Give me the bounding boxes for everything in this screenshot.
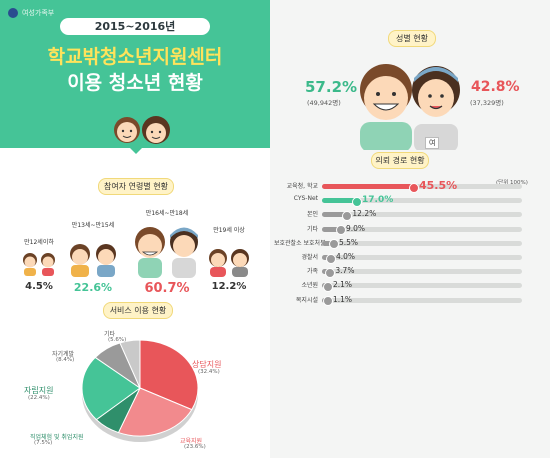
service-pill: 서비스 이용 현황 (103, 302, 173, 319)
pie-slice (117, 387, 193, 437)
page-title: 학교밖청소년지원센터 (47, 46, 223, 68)
route-bar (322, 240, 333, 246)
route-category-label: 기타 (306, 225, 318, 233)
route-bar-end-dot (325, 267, 336, 278)
pie-percent-label: (23.6%) (184, 444, 206, 450)
route-bar (322, 184, 413, 189)
female-tag: 여 (425, 137, 440, 149)
route-category-label: 소년원 (301, 282, 318, 290)
route-bar (322, 212, 347, 218)
route-bar-end-dot (336, 225, 346, 236)
route-category-label: 가족 (306, 268, 318, 276)
route-value-label: 9.0% (346, 223, 366, 233)
service-pie-chart (81, 339, 199, 442)
female-percent: 42.8% (471, 79, 520, 95)
pie-category-label: 기타 (104, 331, 116, 338)
age-group-percent: 4.5% (25, 281, 53, 292)
header-kids-illustration (114, 116, 170, 144)
route-bar-track (322, 283, 522, 289)
pie-category-label: 자기계발 (52, 351, 75, 358)
route-bar-end-dot (409, 182, 419, 193)
ministry-logo-icon (8, 8, 18, 18)
route-value-label: 17.0% (362, 195, 394, 206)
route-pill: 의뢰 경로 현황 (371, 152, 429, 169)
route-bar-track (322, 240, 522, 246)
route-bar-track (322, 297, 522, 303)
pie-slice (119, 339, 141, 389)
age-group-label: 만16세~만18세 (145, 210, 189, 217)
age-group-label: 만12세이하 (24, 239, 54, 246)
route-value-label: 2.1% (333, 280, 353, 290)
route-bar-track (322, 212, 522, 218)
route-value-label: 45.5% (419, 179, 458, 192)
years-badge: 2015~2016년 (60, 18, 210, 35)
route-category-label: 복지시설 (295, 296, 318, 304)
gender-pill: 성별 현황 (388, 30, 436, 47)
ministry-logo-text: 여성가족부 (22, 9, 55, 17)
male-percent: 57.2% (305, 78, 358, 96)
route-bar-end-dot (323, 281, 333, 292)
age-group-percent: 12.2% (211, 281, 247, 292)
pie-percent-label: (7.5%) (34, 440, 53, 446)
route-value-label: 1.1% (333, 294, 353, 304)
route-value-label: 12.2% (352, 209, 377, 219)
route-bar (322, 198, 356, 204)
route-value-label: 4.0% (336, 252, 356, 261)
route-bar-end-dot (329, 239, 339, 250)
age-pill: 참여자 연령별 현황 (98, 178, 174, 195)
pie-percent-label: (32.4%) (198, 369, 220, 375)
pie-category-label: 자립지원 (24, 386, 54, 395)
age-group-label: 만13세~만15세 (71, 222, 115, 229)
male-count: (49,942명) (307, 99, 341, 107)
route-category-label: CYS-Net (293, 195, 318, 203)
age-group-percent: 22.6% (73, 281, 113, 294)
page-subtitle: 이용 청소년 현황 (67, 72, 203, 94)
route-unit: (단위 100%) (496, 180, 528, 186)
route-bar-end-dot (342, 210, 353, 221)
age-illustration (23, 227, 249, 278)
route-category-label: 경찰서 (301, 254, 318, 261)
pie-slice (81, 356, 141, 421)
route-bar-end-dot (352, 196, 362, 207)
route-bar (322, 226, 340, 232)
pie-category-label: 교육지원 (180, 438, 203, 445)
pie-category-label: 직업체험 및 취업지원 (30, 434, 84, 441)
route-bar-track (322, 226, 522, 232)
route-value-label: 3.7% (335, 266, 355, 276)
route-bar-end-dot (323, 296, 333, 307)
age-group-label: 만19세 이상 (213, 227, 245, 234)
route-bar-track (322, 184, 522, 189)
route-bar-track (322, 269, 522, 275)
route-category-label: 보호관찰소 보호처분 (274, 239, 326, 247)
age-group-percent: 60.7% (144, 281, 190, 296)
pie-percent-label: (8.4%) (56, 357, 75, 363)
header-notch (129, 147, 143, 154)
route-bar-end-dot (326, 253, 336, 264)
route-bar-track (322, 198, 522, 204)
pie-percent-label: (22.4%) (28, 395, 50, 401)
pie-category-label: 상담지원 (192, 360, 222, 369)
pie-percent-label: (5.6%) (108, 337, 127, 343)
route-category-label: 본인 (306, 211, 318, 219)
pie-slice (139, 339, 199, 411)
route-value-label: 5.5% (339, 237, 359, 247)
female-count: (37,329명) (470, 99, 504, 107)
gender-illustration (360, 64, 460, 150)
route-bar-track (322, 255, 522, 260)
route-category-label: 교육청, 학교 (286, 183, 318, 190)
